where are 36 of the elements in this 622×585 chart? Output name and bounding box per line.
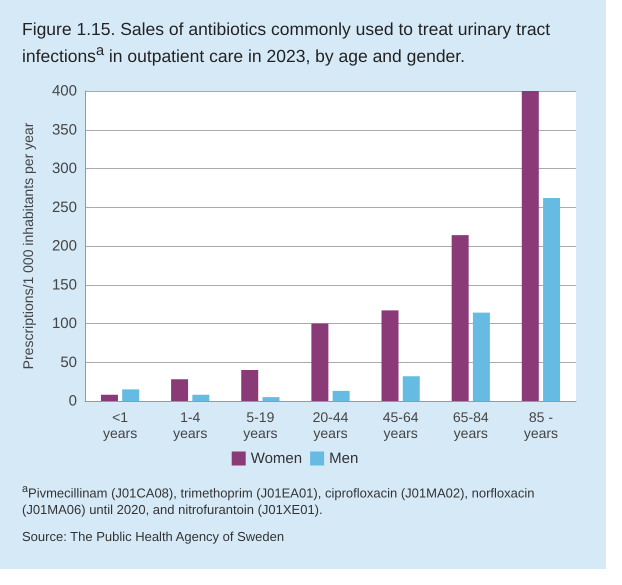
x-tick-label: 1-4 years bbox=[173, 408, 208, 441]
legend-label: Men bbox=[329, 450, 358, 467]
bar bbox=[472, 312, 490, 401]
y-tick-label: 150 bbox=[52, 276, 77, 294]
bar bbox=[332, 390, 350, 401]
y-axis-title: Prescriptions/1 000 inhabitants per year bbox=[20, 122, 36, 370]
y-tick-label: 400 bbox=[52, 82, 77, 100]
x-tick-label: 45-64 years bbox=[382, 408, 419, 441]
bar bbox=[171, 379, 188, 401]
bar bbox=[241, 370, 258, 401]
y-tick-label: 0 bbox=[68, 392, 77, 410]
x-tick-label: 85 - years bbox=[524, 408, 558, 441]
text: $^{a}$Pivmecillinam (J01CA08), trimethoprim (J01EA01), ciprofloxacin (J01MA02), norfloxacin (J01MA06) until 2020, and nitrofurantoin (J01XE01). bbox=[22, 482, 536, 518]
bar bbox=[402, 376, 420, 401]
y-tick-label: 250 bbox=[52, 198, 77, 216]
bar bbox=[311, 323, 328, 401]
y-tick-label: 100 bbox=[52, 314, 77, 332]
bar bbox=[382, 310, 399, 401]
y-tick-label: 300 bbox=[52, 160, 77, 177]
y-tick-label: 200 bbox=[52, 237, 77, 254]
x-tick-label: 5-19 years bbox=[243, 408, 278, 441]
bar bbox=[452, 234, 469, 401]
bar bbox=[122, 389, 140, 401]
chart-title: Figure 1.15. Sales of antibiotics commonly used to treat urinary tract infections$^{a}$ in outpatient care in 2023, by age and gender. bbox=[22, 18, 552, 67]
bar bbox=[543, 198, 560, 401]
x-tick-label: 65-84 years bbox=[452, 408, 489, 441]
x-tick-label: <1 years bbox=[102, 408, 138, 441]
legend-label: Women bbox=[250, 450, 302, 467]
y-tick-label: 350 bbox=[52, 121, 77, 138]
source-note: Source: The Public Health Agency of Sweden bbox=[22, 528, 286, 546]
bar bbox=[262, 396, 280, 401]
x-tick-label: 20-44 years bbox=[312, 408, 349, 441]
bar bbox=[522, 90, 539, 401]
y-tick-label: 50 bbox=[60, 354, 77, 371]
bar bbox=[192, 394, 210, 401]
bar bbox=[100, 394, 118, 401]
